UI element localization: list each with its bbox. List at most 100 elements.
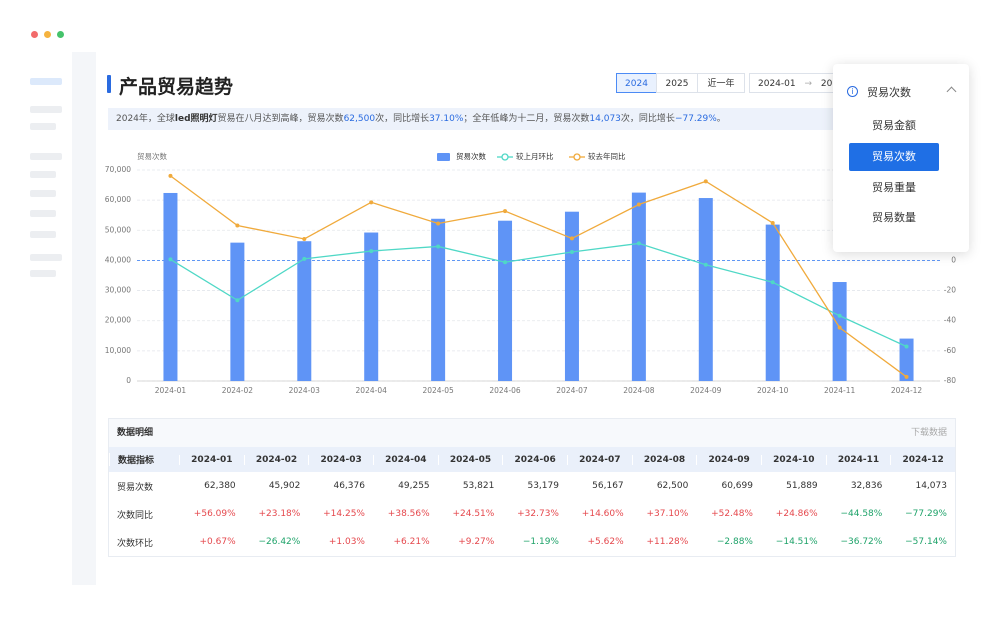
dropdown-option[interactable]: 贸易金额: [872, 119, 916, 132]
point: [503, 209, 508, 214]
x-tick-label: 2024-07: [556, 386, 588, 395]
summary-text: 贸易在八月达到高峰，贸易次数: [217, 114, 344, 124]
sidebar-item[interactable]: [30, 231, 56, 238]
tab[interactable]: 近一年: [697, 73, 745, 93]
chevron[interactable]: [946, 86, 957, 97]
y-tick-label: 10,000: [105, 346, 131, 355]
x-tick-label: 2024-05: [422, 386, 454, 395]
table-cell: 次数环比: [117, 538, 154, 549]
summary-value: 37.10%: [429, 114, 464, 124]
table-cell: +0.67%: [199, 537, 236, 547]
summary-text: 次，同比增长: [620, 114, 675, 124]
x-tick-label: 2024-11: [824, 386, 856, 395]
sidebar-item[interactable]: [30, 123, 56, 130]
table-body: 数据指标 2024-01 2024-02 2024-03 2024-04 2024-05 2…: [109, 447, 955, 556]
legend-swatch: [437, 153, 450, 161]
bar: [631, 192, 646, 381]
dropdown-option[interactable]: 贸易次数: [849, 143, 939, 171]
table-cell: 次数同比: [117, 510, 154, 521]
x-tick-label: 2024-06: [489, 386, 521, 395]
x-tick-label: 2024-10: [757, 386, 789, 395]
summary-value: 14,073: [589, 114, 621, 124]
point: [636, 241, 641, 246]
point: [302, 256, 307, 261]
dropdown-option[interactable]: 贸易数量: [872, 211, 916, 224]
point: [770, 220, 775, 225]
x-tick-label: 2024-04: [356, 386, 388, 395]
header-cell: 2024-06: [502, 454, 567, 465]
bar: [163, 192, 178, 381]
table-cell: +11.28%: [646, 537, 689, 547]
sidebar-item[interactable]: [30, 270, 56, 277]
point: [168, 173, 173, 178]
data-table: 数据明细 下载数据 数据指标 2024-01 2024-02 2024-03 2024-…: [108, 418, 956, 557]
point: [436, 244, 441, 249]
point: [904, 374, 909, 379]
point: [235, 298, 240, 303]
dropdown-selected[interactable]: 贸易次数: [867, 86, 911, 99]
table-row: 数据指标 2024-01 2024-02 2024-03 2024-04 2024-05 2…: [109, 447, 955, 472]
table-cell: 53,821: [462, 481, 495, 491]
sidebar-item[interactable]: [30, 190, 56, 197]
header-cell: 2024-01: [179, 454, 244, 465]
summary-product: led照明灯: [174, 114, 218, 124]
sidebar-item[interactable]: [30, 171, 56, 178]
sidebar-item[interactable]: [30, 106, 62, 113]
summary-text: 次，同比增长: [375, 114, 430, 124]
table-cell: +52.48%: [711, 509, 753, 519]
table-cell: +6.21%: [393, 537, 430, 547]
y-tick-label: 70,000: [105, 165, 131, 174]
sidebar-item[interactable]: [30, 254, 62, 261]
table-cell: −1.19%: [522, 537, 559, 547]
x-tick-label: 2024-08: [623, 386, 655, 395]
bar: [364, 232, 379, 381]
table-cell: 62,500: [656, 481, 689, 491]
y2-tick-label: -60: [944, 346, 956, 355]
legend-swatch: [573, 153, 581, 161]
point: [168, 257, 173, 262]
sidebar-item[interactable]: [30, 210, 56, 217]
table-cell: 62,380: [204, 481, 236, 491]
summary-text: ；全年低峰为十二月，贸易次数: [463, 114, 590, 124]
sidebar-item[interactable]: [30, 153, 62, 160]
chart: 贸易次数 0 10,000 20,000 30,000 40,000 50,000 60,0…: [105, 151, 956, 395]
header-cell: 数据指标: [109, 453, 179, 466]
point: [436, 221, 441, 226]
table-cell: −2.88%: [716, 537, 753, 547]
table-cell: +24.86%: [775, 509, 818, 519]
table-cell: 46,376: [333, 481, 365, 491]
download-button[interactable]: 下载数据: [910, 428, 947, 438]
x-tick-label: 2024-02: [222, 386, 254, 395]
bar: [832, 282, 847, 381]
dropdown-option[interactable]: 贸易重量: [872, 181, 916, 194]
bar: [765, 224, 780, 381]
y-tick-label: 20,000: [105, 316, 131, 325]
legend-label: 贸易次数: [456, 151, 486, 161]
y2-tick-label: -20: [944, 286, 956, 295]
header-cell: 2024-02: [243, 454, 309, 465]
table-cell: −44.58%: [840, 509, 883, 519]
sidebar-item[interactable]: [30, 78, 62, 85]
header-cell: 2024-04: [372, 454, 438, 465]
header-cell: 2024-08: [631, 454, 697, 465]
legend-swatch: [501, 153, 509, 161]
summary-text: 2024年，全球: [116, 114, 175, 124]
window-dot: [31, 31, 38, 38]
point: [369, 249, 374, 254]
date-arrow: →: [804, 79, 813, 89]
point: [837, 313, 842, 318]
point: [569, 249, 574, 254]
table-cell: +32.73%: [517, 509, 559, 519]
y-tick-label: 60,000: [105, 195, 131, 204]
x-tick-label: 2024-09: [690, 386, 722, 395]
point: [569, 236, 574, 241]
bar: [230, 242, 245, 381]
point: [302, 236, 307, 241]
table-cell: −36.72%: [840, 537, 883, 547]
y2-tick-label: 0: [951, 255, 956, 264]
table-cell: 60,699: [721, 481, 753, 491]
summary-value: −77.29%: [674, 114, 717, 124]
y2-tick-label: -80: [944, 376, 956, 385]
point: [703, 179, 708, 184]
